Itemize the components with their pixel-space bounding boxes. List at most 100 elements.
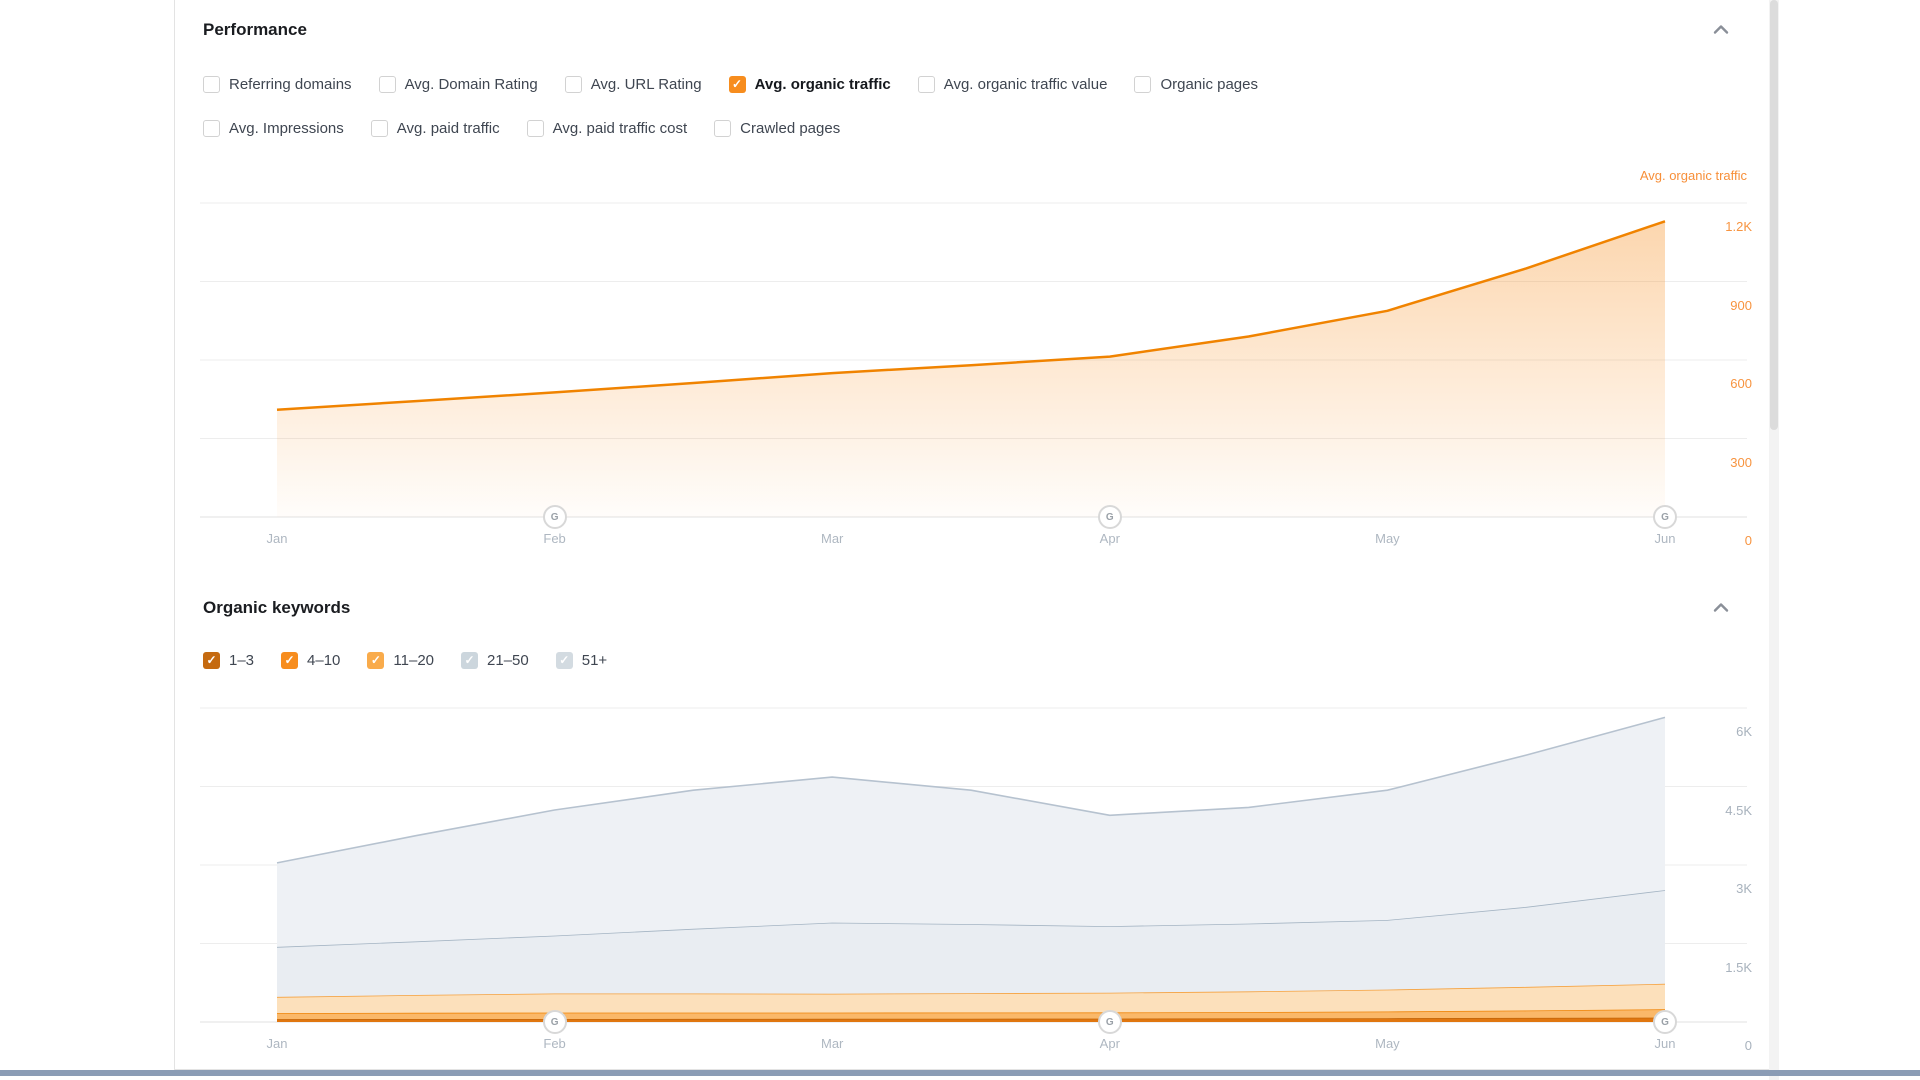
unchecked-checkbox-icon[interactable] <box>370 120 388 137</box>
y-axis-tick-label: 4.5K <box>1725 802 1752 818</box>
metric-checkbox-label: Avg. URL Rating <box>590 76 702 93</box>
y-axis-tick-label: 3K <box>1736 881 1752 896</box>
metric-checkbox-label: Avg. organic traffic value <box>943 76 1108 93</box>
checkmark-icon: ✓ <box>464 653 475 667</box>
google-g-icon: G <box>1661 1016 1669 1028</box>
metric-checkbox-row-1: Referring domains Avg. Domain Rating Avg. … <box>203 76 1258 93</box>
metric-checkbox-label: Referring domains <box>229 76 352 93</box>
position-checkbox-label: 51+ <box>581 652 608 669</box>
metric-checkbox-referring-domains[interactable]: Referring domains <box>203 76 352 93</box>
x-axis-month-label: May <box>1375 1036 1400 1051</box>
metric-checkbox-avg-url-rating[interactable]: Avg. URL Rating <box>564 76 702 93</box>
google-update-marker[interactable]: G <box>1097 1010 1122 1034</box>
metric-checkbox-organic-pages[interactable]: Organic pages <box>1134 76 1258 93</box>
checkmark-icon: ✓ <box>370 653 381 667</box>
metric-checkbox-avg-domain-rating[interactable]: Avg. Domain Rating <box>378 76 538 93</box>
position-checkbox-1-3[interactable]: ✓ 1–3 <box>203 652 254 669</box>
position-checkbox-21-50[interactable]: ✓ 21–50 <box>461 652 529 669</box>
checked-checkbox-icon[interactable]: ✓ <box>281 652 299 669</box>
x-axis-month-label: Mar <box>820 531 844 546</box>
y-axis-tick-label: 600 <box>1730 376 1752 391</box>
y-axis-tick-label: 1.2K <box>1725 219 1752 234</box>
metric-checkbox-avg-impressions[interactable]: Avg. Impressions <box>203 120 344 137</box>
unchecked-checkbox-icon[interactable] <box>714 120 732 137</box>
performance-panel-title: Performance <box>203 20 307 39</box>
right-axis-series-title: Avg. organic traffic <box>1639 168 1747 183</box>
checked-checkbox-icon[interactable]: ✓ <box>203 652 220 669</box>
metric-checkbox-avg-paid-traffic[interactable]: Avg. paid traffic <box>370 120 500 137</box>
x-axis-month-label: Jun <box>1654 1036 1676 1051</box>
performance-collapse-button[interactable] <box>1710 18 1732 40</box>
google-g-icon: G <box>1105 1016 1114 1028</box>
position-checkbox-51plus[interactable]: ✓ 51+ <box>555 652 608 669</box>
unchecked-checkbox-icon[interactable] <box>564 76 582 93</box>
unchecked-checkbox-icon[interactable] <box>1134 76 1152 93</box>
x-axis-month-label: Feb <box>543 531 566 546</box>
x-axis-month-label: May <box>1375 531 1400 546</box>
unchecked-checkbox-icon[interactable] <box>917 76 935 93</box>
google-update-marker[interactable]: G <box>1653 1010 1677 1034</box>
x-axis-month-label: Jan <box>266 531 288 546</box>
position-checkbox-label: 1–3 <box>229 652 255 669</box>
page-scrollbar[interactable] <box>1769 0 1779 1080</box>
y-axis-tick-label: 1.5K <box>1725 959 1752 975</box>
chevron-up-icon <box>1713 603 1729 612</box>
checkmark-icon: ✓ <box>559 653 570 667</box>
x-axis-month-label: Jun <box>1654 531 1676 546</box>
organic-keywords-panel-title: Organic keywords <box>203 598 351 617</box>
x-axis-month-label: Jan <box>266 1036 288 1051</box>
y-axis-tick-label: 300 <box>1730 454 1752 470</box>
metric-checkbox-avg-organic-traffic-value[interactable]: Avg. organic traffic value <box>917 76 1108 93</box>
x-axis-month-label: Feb <box>543 1036 566 1051</box>
google-update-marker[interactable]: G <box>1097 505 1122 529</box>
organic-keywords-collapse-button[interactable] <box>1710 596 1732 618</box>
metric-checkbox-label: Avg. Impressions <box>229 120 344 137</box>
checkmark-icon: ✓ <box>206 653 217 667</box>
y-axis-tick-label: 0 <box>1744 1038 1752 1053</box>
metric-checkbox-row-2: Avg. Impressions Avg. paid traffic Avg. pa… <box>203 120 840 137</box>
checked-checkbox-icon[interactable]: ✓ <box>367 652 385 669</box>
window-bottom-edge <box>0 1070 1920 1076</box>
unchecked-checkbox-icon[interactable] <box>526 120 544 137</box>
unchecked-checkbox-icon[interactable] <box>203 76 220 93</box>
x-axis-month-label: Apr <box>1099 531 1120 546</box>
position-checkbox-row: ✓ 1–3 ✓ 4–10 ✓ 11–20 ✓ 21–50 ✓ 51+ <box>203 652 607 669</box>
google-g-icon: G <box>1661 511 1669 523</box>
metric-checkbox-crawled-pages[interactable]: Crawled pages <box>714 120 840 137</box>
metric-checkbox-label: Avg. organic traffic <box>754 76 891 93</box>
metric-checkbox-label: Avg. paid traffic cost <box>552 120 688 137</box>
chevron-up-icon <box>1713 25 1729 34</box>
google-update-marker[interactable]: G <box>542 505 567 529</box>
checkmark-icon: ✓ <box>284 653 295 667</box>
google-g-icon: G <box>550 511 559 523</box>
checked-checkbox-icon[interactable]: ✓ <box>555 652 573 669</box>
position-checkbox-label: 4–10 <box>307 652 341 669</box>
y-axis-tick-label: 6K <box>1736 724 1752 739</box>
metric-checkbox-label: Avg. paid traffic <box>396 120 500 137</box>
metric-checkbox-label: Avg. Domain Rating <box>404 76 538 93</box>
metric-checkbox-label: Crawled pages <box>740 120 841 137</box>
x-axis-month-label: Mar <box>820 1036 844 1051</box>
position-checkbox-label: 21–50 <box>487 652 529 669</box>
page-scrollbar-thumb[interactable] <box>1770 0 1778 430</box>
unchecked-checkbox-icon[interactable] <box>378 76 396 93</box>
x-axis-month-label: Apr <box>1099 1036 1120 1051</box>
google-g-icon: G <box>550 1016 559 1028</box>
checkmark-icon: ✓ <box>732 77 743 91</box>
google-update-marker[interactable]: G <box>542 1010 567 1034</box>
position-checkbox-4-10[interactable]: ✓ 4–10 <box>281 652 340 669</box>
checked-checkbox-icon[interactable]: ✓ <box>728 76 746 93</box>
position-checkbox-11-20[interactable]: ✓ 11–20 <box>367 652 434 669</box>
metric-checkbox-avg-paid-traffic-cost[interactable]: Avg. paid traffic cost <box>526 120 688 137</box>
google-g-icon: G <box>1105 511 1114 523</box>
position-checkbox-label: 11–20 <box>393 652 435 669</box>
checked-checkbox-icon[interactable]: ✓ <box>461 652 479 669</box>
analytics-card: Performance Referring domains Avg. Domain… <box>174 0 1770 1070</box>
y-axis-tick-label: 0 <box>1744 533 1752 548</box>
google-update-marker[interactable]: G <box>1653 505 1677 529</box>
metric-checkbox-label: Organic pages <box>1160 76 1258 93</box>
unchecked-checkbox-icon[interactable] <box>203 120 220 137</box>
metric-checkbox-avg-organic-traffic[interactable]: ✓ Avg. organic traffic <box>728 76 891 93</box>
y-axis-tick-label: 900 <box>1730 297 1752 313</box>
